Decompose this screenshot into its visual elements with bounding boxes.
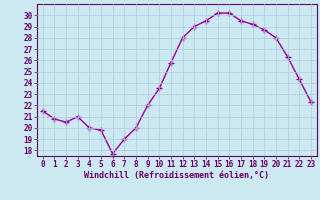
X-axis label: Windchill (Refroidissement éolien,°C): Windchill (Refroidissement éolien,°C) xyxy=(84,171,269,180)
